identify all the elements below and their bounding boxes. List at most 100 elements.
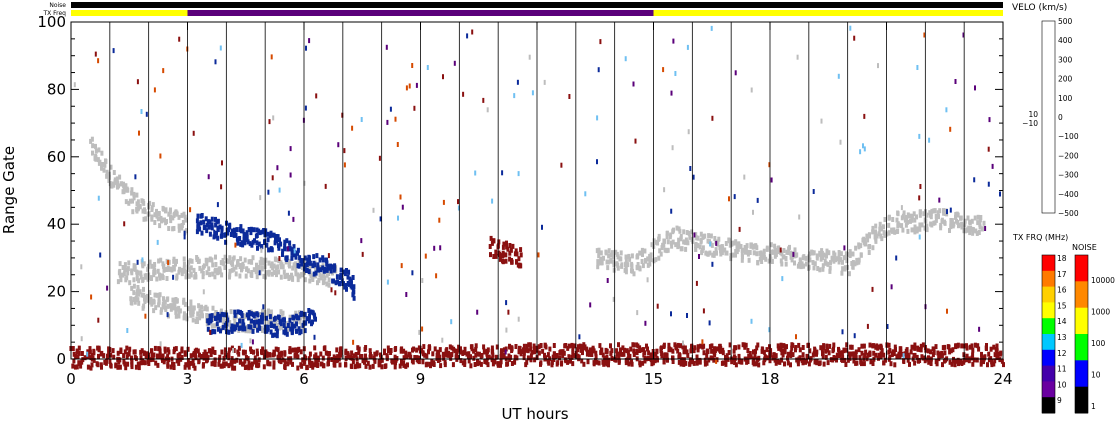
data-cell [125, 187, 129, 193]
data-cell [427, 349, 430, 355]
data-cell [161, 357, 164, 363]
data-cell [162, 359, 166, 365]
data-cell [677, 237, 681, 243]
data-cell [185, 316, 189, 322]
data-cell [753, 353, 757, 359]
data-cell [273, 320, 277, 326]
tx-freq-bar [71, 10, 1003, 16]
data-cell [295, 328, 298, 334]
data-cell [347, 354, 351, 360]
data-cell [260, 265, 264, 271]
data-cell [227, 351, 231, 357]
data-cell [642, 352, 645, 358]
data-cell [121, 265, 125, 270]
data-cell [805, 358, 808, 364]
tx-freq-color-swatch [1042, 255, 1055, 272]
data-cell [895, 255, 898, 261]
data-cell [889, 361, 893, 367]
data-cell [688, 357, 692, 363]
data-cell [910, 227, 914, 233]
data-cell [439, 245, 442, 251]
data-cell [918, 358, 922, 363]
data-cell [278, 358, 281, 364]
data-cell [148, 290, 152, 295]
data-cell [130, 359, 134, 365]
data-cell [702, 350, 706, 356]
data-cell [175, 258, 178, 264]
velocity-tick-label: −300 [1058, 171, 1079, 180]
data-cell [174, 346, 178, 352]
data-cell [172, 305, 176, 311]
data-cell [954, 79, 957, 84]
data-cell [824, 348, 828, 354]
data-cell [597, 67, 600, 73]
data-cell [539, 343, 543, 348]
data-cell [671, 359, 675, 364]
data-cell [154, 305, 158, 311]
data-cell [144, 216, 148, 222]
data-cell [222, 361, 226, 367]
data-cell [837, 73, 840, 79]
data-cell [299, 349, 303, 355]
data-cell [321, 355, 325, 361]
data-cell [162, 296, 165, 302]
data-cell [127, 200, 131, 206]
data-cell [796, 54, 799, 60]
data-cell [820, 118, 823, 124]
data-cell [277, 269, 281, 275]
data-cell [913, 360, 917, 366]
data-cell [77, 361, 81, 366]
data-cell [237, 351, 241, 357]
data-cell [798, 258, 802, 264]
data-cell [260, 244, 264, 250]
data-cell [156, 362, 160, 368]
data-cell [749, 242, 753, 248]
data-cell [247, 365, 251, 371]
y-tick-label: 60 [47, 148, 66, 166]
data-cell [716, 240, 720, 245]
data-cell [241, 228, 245, 234]
data-cell [882, 352, 886, 358]
data-cell [364, 363, 368, 369]
data-cell [274, 346, 278, 352]
data-cell [953, 362, 957, 368]
data-cell [435, 352, 439, 358]
data-cell [153, 345, 157, 351]
data-cell [910, 344, 914, 350]
data-cell [933, 208, 937, 214]
data-cell [177, 308, 181, 314]
data-cell [504, 252, 508, 258]
data-cell [825, 343, 829, 349]
data-cell [288, 314, 292, 320]
data-cell [244, 355, 248, 360]
data-cell [221, 160, 223, 166]
data-cell [216, 326, 220, 332]
data-cell [784, 261, 788, 267]
data-cell [276, 347, 280, 353]
data-cell [999, 191, 1001, 197]
data-cell [509, 247, 513, 253]
data-cell [341, 112, 344, 118]
data-cell [531, 90, 534, 96]
data-cell [737, 353, 741, 359]
data-cell [283, 239, 287, 245]
data-cell [871, 361, 875, 366]
data-cell [283, 243, 287, 249]
data-cell [195, 316, 199, 322]
data-cell [733, 345, 737, 351]
data-cell [283, 330, 287, 336]
data-cell [316, 363, 320, 368]
data-cell [288, 346, 292, 352]
data-cell [372, 355, 376, 361]
data-cell [494, 354, 498, 360]
data-cell [595, 359, 599, 365]
data-cell [860, 343, 864, 349]
data-cell [820, 248, 824, 254]
data-cell [597, 253, 601, 259]
data-cell [852, 358, 856, 364]
data-cell [524, 347, 528, 353]
noise-bar-label: Noise [49, 2, 66, 9]
data-cell [174, 309, 178, 315]
data-cell [226, 230, 229, 236]
data-cell [308, 38, 311, 44]
